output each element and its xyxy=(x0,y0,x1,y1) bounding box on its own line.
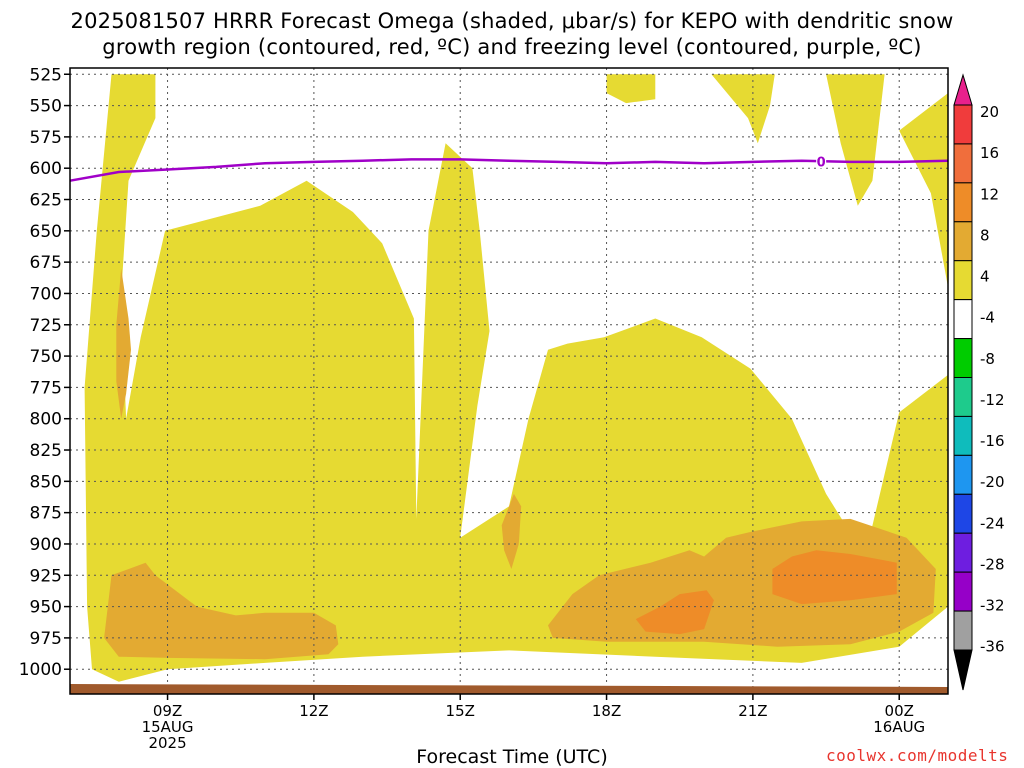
y-tick-label: 850 xyxy=(30,472,62,492)
omega-region-12-16 xyxy=(772,550,897,605)
colorbar-segment xyxy=(953,454,973,495)
omega-region-12-16 xyxy=(635,590,714,635)
y-axis: 525 550 575 600 625 650 675 700 725 750 775 800 825 8… xyxy=(19,65,70,680)
y-tick-label: 975 xyxy=(30,629,62,649)
colorbar: 20 16 12 8 4 -4 -8 -12 -16 -20 -24 -28 -32 -36 xyxy=(953,73,1005,691)
y-tick-label: 900 xyxy=(30,535,62,555)
x-tick-label: 2025 xyxy=(148,734,186,752)
y-tick-label: 600 xyxy=(30,159,62,179)
colorbar-label: 16 xyxy=(980,144,999,162)
y-tick-label: 775 xyxy=(30,378,62,398)
colorbar-segment xyxy=(953,182,973,223)
freezing-level-contour: 0 xyxy=(69,153,949,182)
y-tick-label: 550 xyxy=(30,97,62,117)
colorbar-segment xyxy=(953,532,973,573)
plot-frame xyxy=(69,67,949,695)
colorbar-max-arrow xyxy=(953,73,973,106)
omega-region-4-8 xyxy=(711,74,775,144)
y-tick-label: 675 xyxy=(30,253,62,273)
y-tick-label: 825 xyxy=(30,441,62,461)
colorbar-label: -28 xyxy=(980,555,1005,573)
y-tick-label: 725 xyxy=(30,316,62,336)
colorbar-segment xyxy=(953,338,973,379)
colorbar-label: -20 xyxy=(980,473,1005,491)
colorbar-segment xyxy=(953,610,973,651)
y-tick-label: 925 xyxy=(30,566,62,586)
y-tick-label: 750 xyxy=(30,347,62,367)
colorbar-label: -12 xyxy=(980,391,1005,409)
colorbar-segment xyxy=(953,377,973,417)
terrain-band xyxy=(70,684,948,694)
plot-border xyxy=(69,67,949,695)
y-tick-label: 525 xyxy=(30,65,62,85)
freezing-level-line xyxy=(69,158,949,182)
chart-title: 2025081507 HRRR Forecast Omega (shaded, … xyxy=(70,9,954,59)
x-tick-label: 16AUG xyxy=(873,718,925,736)
colorbar-label: 20 xyxy=(980,103,999,121)
colorbar-segment xyxy=(953,493,973,534)
y-tick-label: 650 xyxy=(30,222,62,242)
freezing-label-bg xyxy=(816,153,827,169)
y-tick-label: 800 xyxy=(30,410,62,430)
freezing-level-label: 0 xyxy=(817,155,826,170)
omega-region-4-8 xyxy=(826,74,885,206)
colorbar-label: -32 xyxy=(980,597,1005,615)
x-tick-label: 12Z xyxy=(299,702,328,720)
x-tick-label: 21Z xyxy=(738,702,767,720)
colorbar-label: -16 xyxy=(980,432,1005,450)
colorbar-segment xyxy=(953,104,973,145)
y-tick-label: 625 xyxy=(30,191,62,211)
colorbar-label: -36 xyxy=(980,638,1005,656)
omega-region-4-8 xyxy=(84,74,949,682)
colorbar-segment xyxy=(953,571,973,612)
colorbar-segment xyxy=(953,299,973,340)
x-tick-label: 00Z xyxy=(885,702,914,720)
x-axis-label: Forecast Time (UTC) xyxy=(416,746,608,768)
colorbar-label: 4 xyxy=(980,268,990,286)
colorbar-segment xyxy=(953,260,973,301)
x-tick-label: 15Z xyxy=(446,702,475,720)
x-tick-label: 18Z xyxy=(592,702,621,720)
colorbar-segment xyxy=(953,221,973,262)
colorbar-segment xyxy=(953,415,973,456)
y-tick-label: 950 xyxy=(30,598,62,618)
y-tick-label: 1000 xyxy=(19,660,62,680)
omega-region-4-8 xyxy=(899,93,948,288)
x-tick-label: 15AUG xyxy=(142,718,194,736)
y-tick-label: 700 xyxy=(30,284,62,304)
colorbar-label: -8 xyxy=(980,350,995,368)
x-tick-label: 09Z xyxy=(153,702,182,720)
terrain-fill xyxy=(70,684,948,694)
grid xyxy=(70,68,948,688)
colorbar-min-arrow xyxy=(953,649,973,691)
colorbar-segment xyxy=(953,143,973,184)
omega-region-8-12 xyxy=(501,493,522,569)
colorbar-label: 8 xyxy=(980,226,990,244)
y-tick-label: 575 xyxy=(30,128,62,148)
credit-text: coolwx.com/modelts xyxy=(826,746,1009,765)
omega-region-8-12 xyxy=(116,268,131,419)
omega-shading xyxy=(84,74,949,682)
omega-region-4-8 xyxy=(606,74,656,104)
y-tick-label: 875 xyxy=(30,504,62,524)
colorbar-label: 12 xyxy=(980,185,999,203)
omega-region-8-12 xyxy=(104,562,339,660)
colorbar-label: -4 xyxy=(980,309,995,327)
colorbar-label: -24 xyxy=(980,514,1005,532)
